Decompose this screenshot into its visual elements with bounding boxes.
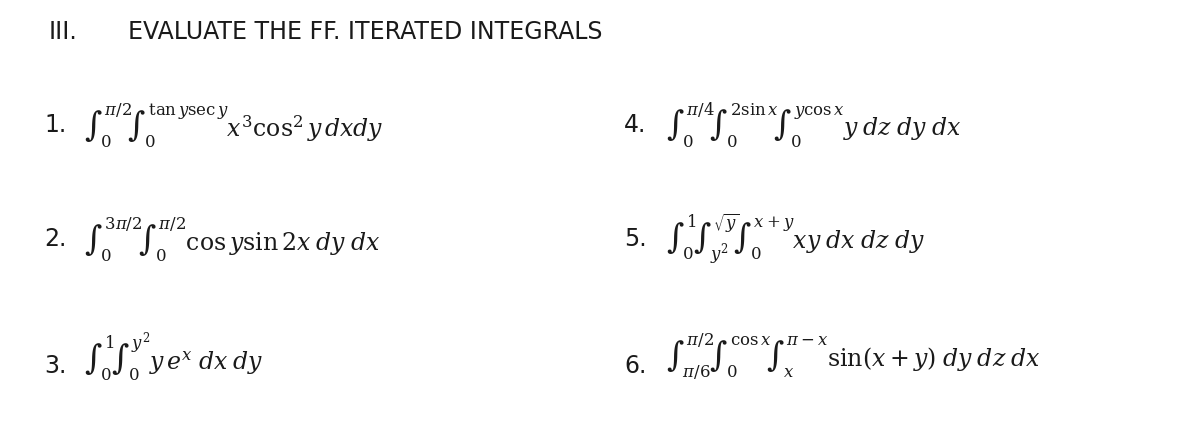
Text: III.: III.	[48, 20, 77, 44]
Text: $\int_{\pi/6}^{\pi/2}\!\int_{0}^{\cos x}\!\int_{x}^{\pi-x}\sin(x+y)\;dy\;dz\;dx$: $\int_{\pi/6}^{\pi/2}\!\int_{0}^{\cos x}…	[666, 332, 1040, 383]
Text: 3.: 3.	[44, 354, 67, 378]
Text: 6.: 6.	[624, 354, 647, 378]
Text: EVALUATE THE FF. ITERATED INTEGRALS: EVALUATE THE FF. ITERATED INTEGRALS	[128, 20, 602, 44]
Text: $\int_{0}^{\pi/2}\!\int_{0}^{\mathrm{tan}\,y\sec y} x^{3}\cos^{2}y\,dxdy$: $\int_{0}^{\pi/2}\!\int_{0}^{\mathrm{tan…	[84, 101, 384, 150]
Text: $\int_{0}^{1}\!\int_{y^{2}}^{\sqrt{y}}\!\int_{0}^{x+y} xy\;dx\;dz\;dy$: $\int_{0}^{1}\!\int_{y^{2}}^{\sqrt{y}}\!…	[666, 211, 924, 267]
Text: 4.: 4.	[624, 113, 647, 137]
Text: 2.: 2.	[44, 227, 67, 251]
Text: 1.: 1.	[44, 113, 67, 137]
Text: $\int_{0}^{3\pi/2}\!\int_{0}^{\pi/2} \cos y\sin 2x\;dy\;dx$: $\int_{0}^{3\pi/2}\!\int_{0}^{\pi/2} \co…	[84, 215, 380, 264]
Text: $\int_{0}^{\pi/4}\!\int_{0}^{2\sin x}\!\int_{0}^{y\cos x} y\;dz\;dy\;dx$: $\int_{0}^{\pi/4}\!\int_{0}^{2\sin x}\!\…	[666, 101, 961, 150]
Text: 5.: 5.	[624, 227, 647, 251]
Text: $\int_{0}^{1}\!\int_{0}^{y^{2}} y\,e^{x}\;dx\;dy$: $\int_{0}^{1}\!\int_{0}^{y^{2}} y\,e^{x}…	[84, 331, 264, 384]
